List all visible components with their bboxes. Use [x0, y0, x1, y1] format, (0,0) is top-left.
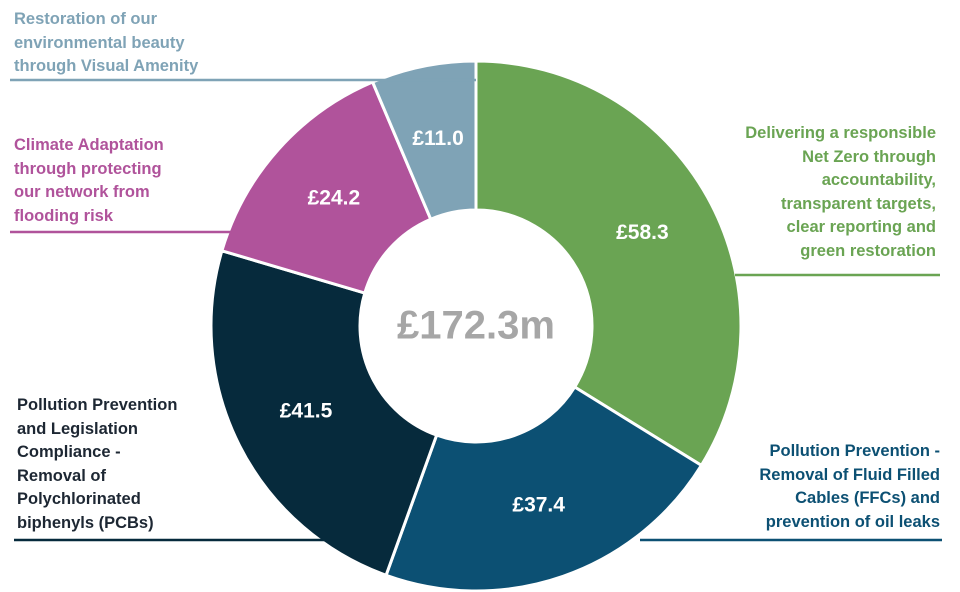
donut-slice — [370, 59, 478, 222]
category-label: Pollution Prevention - Removal of Fluid … — [759, 442, 940, 531]
value-label: £58.3 — [616, 221, 669, 244]
category-label: Pollution Prevention and Legislation Com… — [17, 396, 178, 532]
value-label: £24.2 — [308, 187, 361, 210]
value-label: £37.4 — [512, 493, 565, 516]
value-label: £41.5 — [280, 400, 333, 423]
donut-slice — [474, 59, 743, 468]
donut-slice — [384, 384, 704, 592]
center-total: £172.3m — [397, 304, 555, 348]
category-label: Delivering a responsible Net Zero throug… — [745, 124, 936, 260]
category-label: Restoration of our environmental beauty … — [14, 10, 199, 75]
value-label: £11.0 — [412, 127, 463, 150]
donut-slice — [209, 248, 439, 578]
donut-slice — [220, 80, 433, 295]
category-label: Climate Adaptation through protecting ou… — [14, 136, 164, 225]
